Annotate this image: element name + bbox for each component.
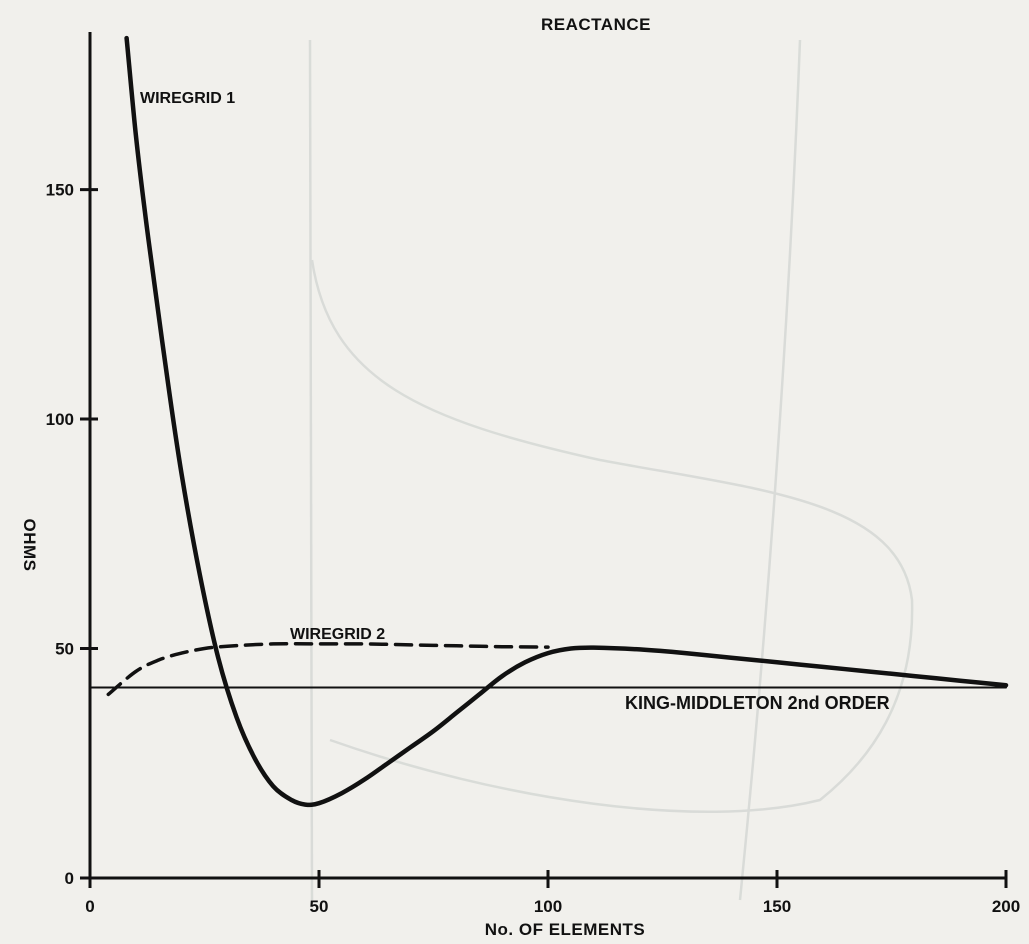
x-tick-label: 150 <box>763 897 791 916</box>
x-tick-label: 0 <box>85 897 94 916</box>
series-line-wiregrid-1 <box>124 35 1009 808</box>
series-line-wiregrid-2 <box>106 642 550 697</box>
axes <box>88 32 1006 880</box>
y-tick-label: 100 <box>46 410 74 429</box>
x-axis-title: No. OF ELEMENTS <box>485 920 646 939</box>
show-through-background <box>308 39 914 901</box>
y-tick-label: 0 <box>65 869 74 888</box>
series-label-wiregrid-2: WIREGRID 2 <box>290 626 385 643</box>
y-tick-label: 50 <box>55 640 74 659</box>
series-group <box>89 35 1009 808</box>
y-axis-title: OHMS <box>20 519 39 572</box>
chart-title: REACTANCE <box>541 15 651 34</box>
y-ticks: 0 50 100 150 <box>46 181 98 888</box>
series-label-king-middleton: KING-MIDDLETON 2nd ORDER <box>625 693 890 713</box>
series-label-wiregrid-1: WIREGRID 1 <box>140 90 235 107</box>
x-tick-label: 50 <box>310 897 329 916</box>
y-tick-label: 150 <box>46 181 74 200</box>
x-tick-label: 100 <box>534 897 562 916</box>
x-ticks: 0 50 100 150 200 <box>85 870 1020 916</box>
x-tick-label: 200 <box>992 897 1020 916</box>
